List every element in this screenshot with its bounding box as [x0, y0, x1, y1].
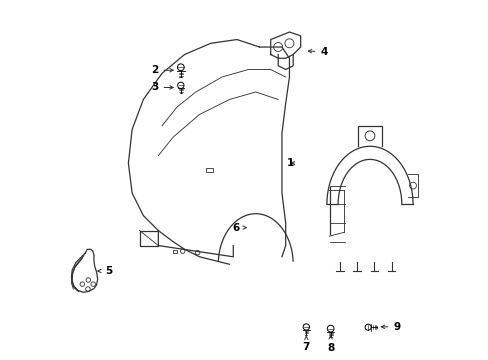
- Text: 3: 3: [151, 82, 158, 93]
- Bar: [173, 251, 177, 253]
- Text: 1: 1: [286, 158, 293, 168]
- Text: 2: 2: [151, 65, 158, 75]
- Text: 4: 4: [320, 46, 327, 57]
- Text: 9: 9: [393, 322, 400, 332]
- Text: 7: 7: [302, 342, 309, 352]
- Bar: [205, 168, 212, 172]
- Text: 6: 6: [232, 222, 240, 233]
- Text: 5: 5: [105, 266, 112, 276]
- Text: 8: 8: [326, 343, 334, 353]
